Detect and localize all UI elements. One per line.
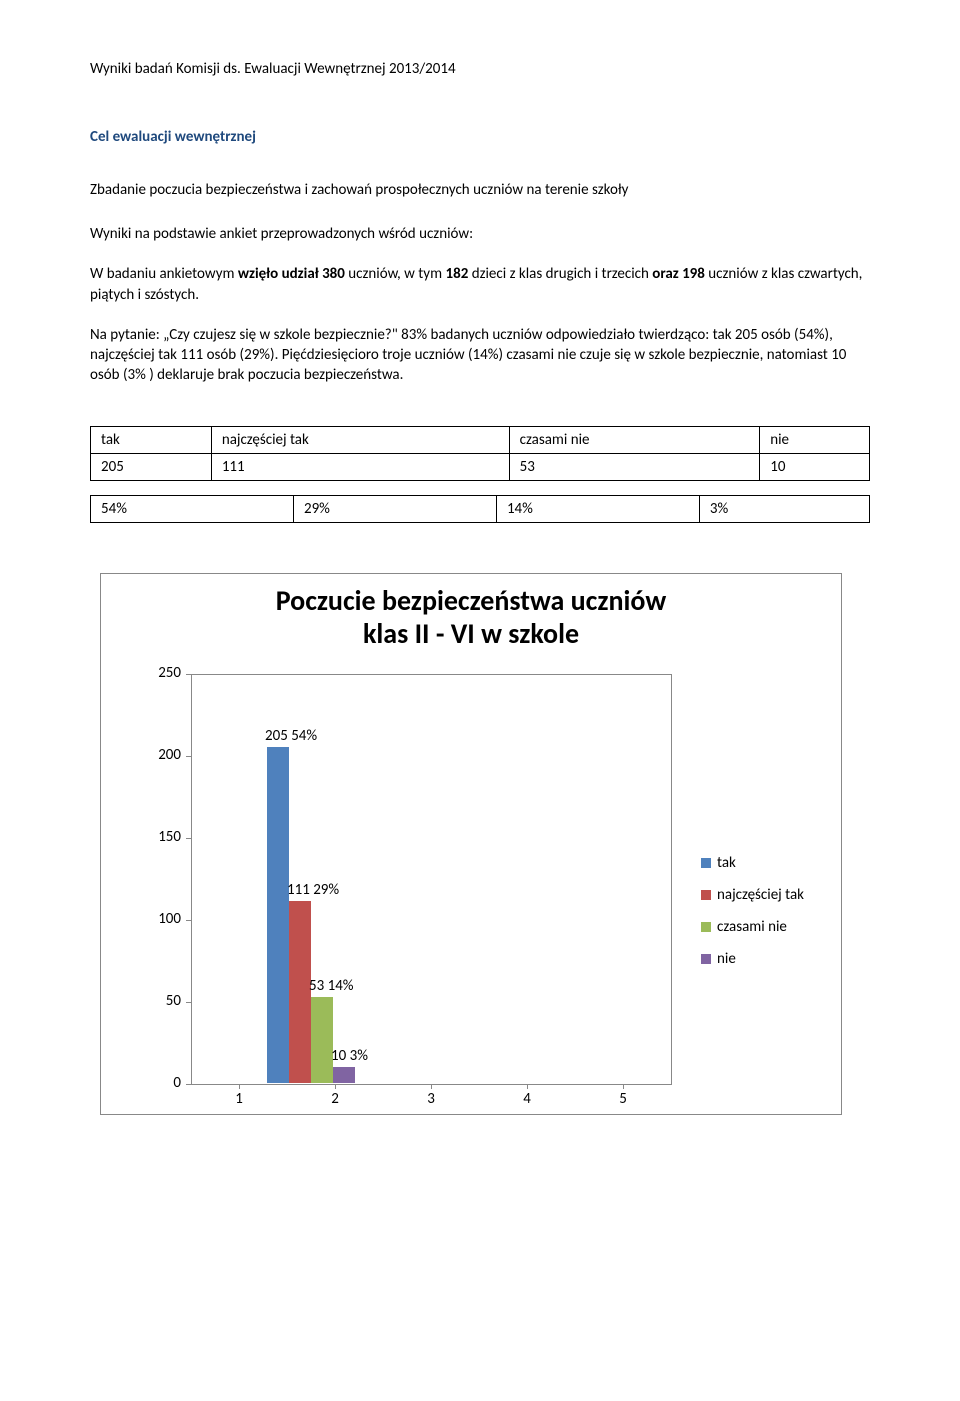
- y-tick-label: 250: [141, 664, 181, 682]
- intro-line: Wyniki na podstawie ankiet przeprowadzon…: [90, 224, 870, 244]
- y-tick-label: 50: [141, 992, 181, 1010]
- y-tick-label: 150: [141, 828, 181, 846]
- table-cell: czasami nie: [509, 426, 760, 453]
- bar-chart: Poczucie bezpieczeństwa uczniów klas II …: [100, 573, 842, 1115]
- legend-item: najczęściej tak: [701, 886, 804, 904]
- legend-item: tak: [701, 854, 804, 872]
- legend-item: czasami nie: [701, 918, 804, 936]
- y-tick: [186, 1084, 191, 1085]
- legend-item: nie: [701, 950, 804, 968]
- table-cell: najczęściej tak: [211, 426, 509, 453]
- para1-mid2: dzieci z klas drugich i trzecich: [468, 265, 652, 283]
- page-header: Wyniki badań Komisji ds. Ewaluacji Wewnę…: [90, 60, 870, 78]
- paragraph-2: Na pytanie: „Czy czujesz się w szkole be…: [90, 325, 870, 386]
- x-tick: [335, 1084, 336, 1089]
- plot-area: [191, 674, 672, 1085]
- legend-swatch: [701, 890, 711, 900]
- percent-table: 54% 29% 14% 3%: [90, 495, 870, 523]
- y-tick-label: 0: [141, 1074, 181, 1092]
- legend-label: najczęściej tak: [717, 886, 804, 904]
- section-title: Cel ewaluacji wewnętrznej: [90, 128, 870, 146]
- table-row: 54% 29% 14% 3%: [91, 495, 870, 522]
- table-cell: tak: [91, 426, 212, 453]
- subhead: Zbadanie poczucia bezpieczeństwa i zacho…: [90, 181, 870, 199]
- x-tick: [239, 1084, 240, 1089]
- table-cell: 205: [91, 453, 212, 480]
- bar: [333, 1067, 355, 1083]
- table-row: 205 111 53 10: [91, 453, 870, 480]
- y-axis: [191, 674, 192, 1084]
- x-tick-label: 2: [320, 1090, 350, 1108]
- bar: [289, 901, 311, 1083]
- chart-title: Poczucie bezpieczeństwa uczniów klas II …: [101, 574, 841, 651]
- y-tick: [186, 838, 191, 839]
- x-tick-label: 3: [416, 1090, 446, 1108]
- table-cell: 14%: [496, 495, 699, 522]
- x-tick: [623, 1084, 624, 1089]
- legend-swatch: [701, 954, 711, 964]
- table-cell: 54%: [91, 495, 294, 522]
- table-cell: 29%: [293, 495, 496, 522]
- legend-label: czasami nie: [717, 918, 787, 936]
- table-cell: 111: [211, 453, 509, 480]
- x-tick-label: 5: [608, 1090, 638, 1108]
- para1-bold1: wzięło udział 380: [238, 265, 345, 283]
- results-table: tak najczęściej tak czasami nie nie 205 …: [90, 426, 870, 481]
- bar: [267, 747, 289, 1083]
- table-cell: 53: [509, 453, 760, 480]
- x-tick-label: 1: [224, 1090, 254, 1108]
- x-tick-label: 4: [512, 1090, 542, 1108]
- y-tick: [186, 674, 191, 675]
- bar-label: 10 3%: [331, 1047, 368, 1065]
- para1-bold2: 182: [445, 265, 468, 283]
- legend-swatch: [701, 922, 711, 932]
- x-tick: [527, 1084, 528, 1089]
- table-cell: 3%: [699, 495, 869, 522]
- table-row: tak najczęściej tak czasami nie nie: [91, 426, 870, 453]
- y-tick: [186, 756, 191, 757]
- paragraph-1: W badaniu ankietowym wzięło udział 380 u…: [90, 264, 870, 305]
- para1-pre: W badaniu ankietowym: [90, 265, 238, 283]
- y-tick-label: 100: [141, 910, 181, 928]
- para1-bold3: oraz 198: [652, 265, 705, 283]
- legend-label: nie: [717, 950, 736, 968]
- x-tick: [431, 1084, 432, 1089]
- y-tick: [186, 920, 191, 921]
- para1-mid: uczniów, w tym: [345, 265, 446, 283]
- table-cell: nie: [760, 426, 870, 453]
- chart-legend: tak najczęściej tak czasami nie nie: [701, 854, 804, 982]
- legend-swatch: [701, 858, 711, 868]
- bar-label: 205 54%: [265, 727, 317, 745]
- table-cell: 10: [760, 453, 870, 480]
- bar: [311, 997, 333, 1084]
- bar-label: 111 29%: [287, 881, 339, 899]
- bar-label: 53 14%: [309, 977, 354, 995]
- y-tick-label: 200: [141, 746, 181, 764]
- chart-title-line1: Poczucie bezpieczeństwa uczniów: [276, 583, 667, 618]
- chart-title-line2: klas II - VI w szkole: [363, 616, 579, 651]
- y-tick: [186, 1002, 191, 1003]
- legend-label: tak: [717, 854, 736, 872]
